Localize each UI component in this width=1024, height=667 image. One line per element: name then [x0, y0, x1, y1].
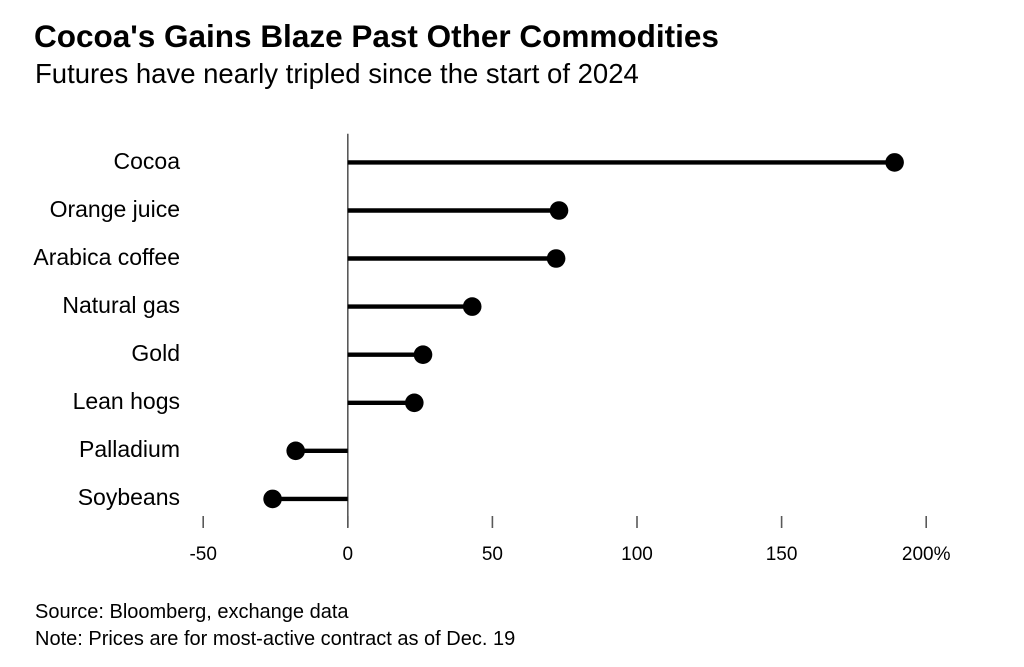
svg-text:0: 0 [343, 544, 354, 565]
svg-text:150: 150 [766, 544, 798, 565]
svg-text:200%: 200% [902, 544, 951, 565]
svg-text:100: 100 [621, 544, 653, 565]
svg-text:-50: -50 [189, 544, 216, 565]
svg-text:50: 50 [482, 544, 503, 565]
